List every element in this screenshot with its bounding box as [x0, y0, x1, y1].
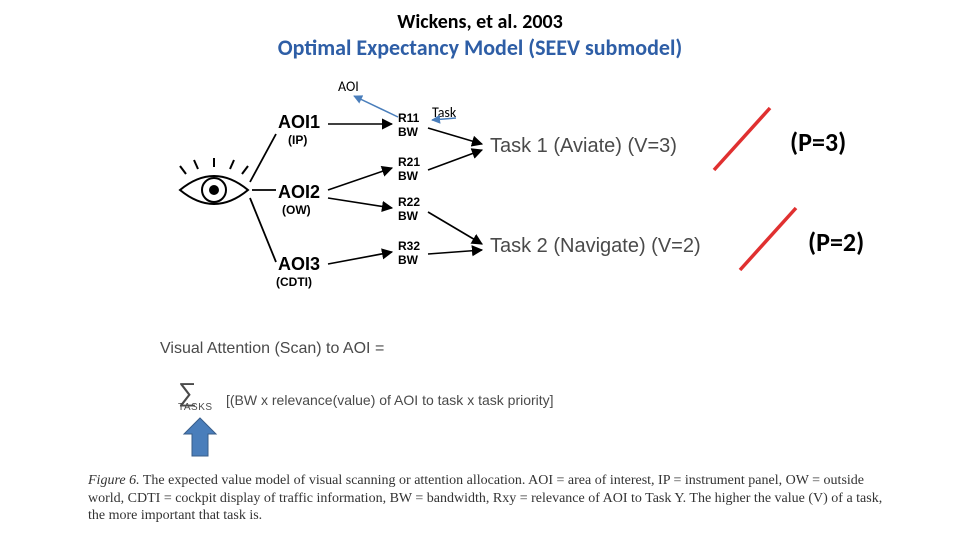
slide: { "title": { "line1": "Wickens, et al. 2… — [0, 0, 960, 540]
aoi1-label: AOI1 — [278, 112, 320, 132]
task-nodes: Task 1 (Aviate) (V=3) Task 2 (Navigate) … — [490, 135, 701, 257]
red-strike-2 — [740, 208, 796, 270]
aoi3-label: AOI3 — [278, 254, 320, 274]
diagram-svg: AOI1 (IP) AOI2 (OW) AOI3 (CDTI) R11BW R2… — [0, 0, 960, 540]
caption-text: The expected value model of visual scann… — [88, 473, 882, 523]
aoi3-sub: (CDTI) — [276, 275, 312, 289]
aoi-nodes: AOI1 (IP) AOI2 (OW) AOI3 (CDTI) — [276, 112, 320, 289]
task1-label: Task 1 (Aviate) (V=3) — [490, 135, 677, 157]
sigma-symbol: ∑ TASKS — [178, 382, 213, 413]
red-strike-1 — [714, 108, 770, 170]
formula-title: Visual Attention (Scan) to AOI = — [160, 340, 384, 358]
svg-text:R11: R11 — [398, 111, 420, 125]
svg-text:R21: R21 — [398, 155, 420, 169]
eye-icon — [180, 158, 248, 204]
figure-caption: Figure 6. The expected value model of vi… — [88, 472, 900, 525]
aoi1-sub: (IP) — [288, 133, 307, 147]
caption-prefix: Figure 6. — [88, 473, 140, 488]
p-annotation-1: (P=3) — [790, 126, 846, 158]
svg-text:BW: BW — [398, 125, 419, 139]
p-annotation-2: (P=2) — [808, 226, 864, 258]
aoi2-sub: (OW) — [282, 203, 311, 217]
formula-body: [(BW x relevance(value) of AOI to task x… — [226, 392, 554, 408]
svg-text:BW: BW — [398, 169, 419, 183]
svg-text:R32: R32 — [398, 239, 420, 253]
svg-text:R22: R22 — [398, 195, 420, 209]
aoi2-label: AOI2 — [278, 182, 320, 202]
bw-nodes: R11BW R21BW R22BW R32BW — [398, 111, 420, 267]
blue-up-arrow-icon — [184, 418, 216, 456]
aoi-callout-arrow — [354, 96, 398, 117]
task2-label: Task 2 (Navigate) (V=2) — [490, 235, 701, 257]
task-callout-arrow — [432, 118, 456, 120]
svg-text:BW: BW — [398, 209, 419, 223]
svg-text:BW: BW — [398, 253, 419, 267]
sigma-subscript: TASKS — [178, 402, 213, 413]
